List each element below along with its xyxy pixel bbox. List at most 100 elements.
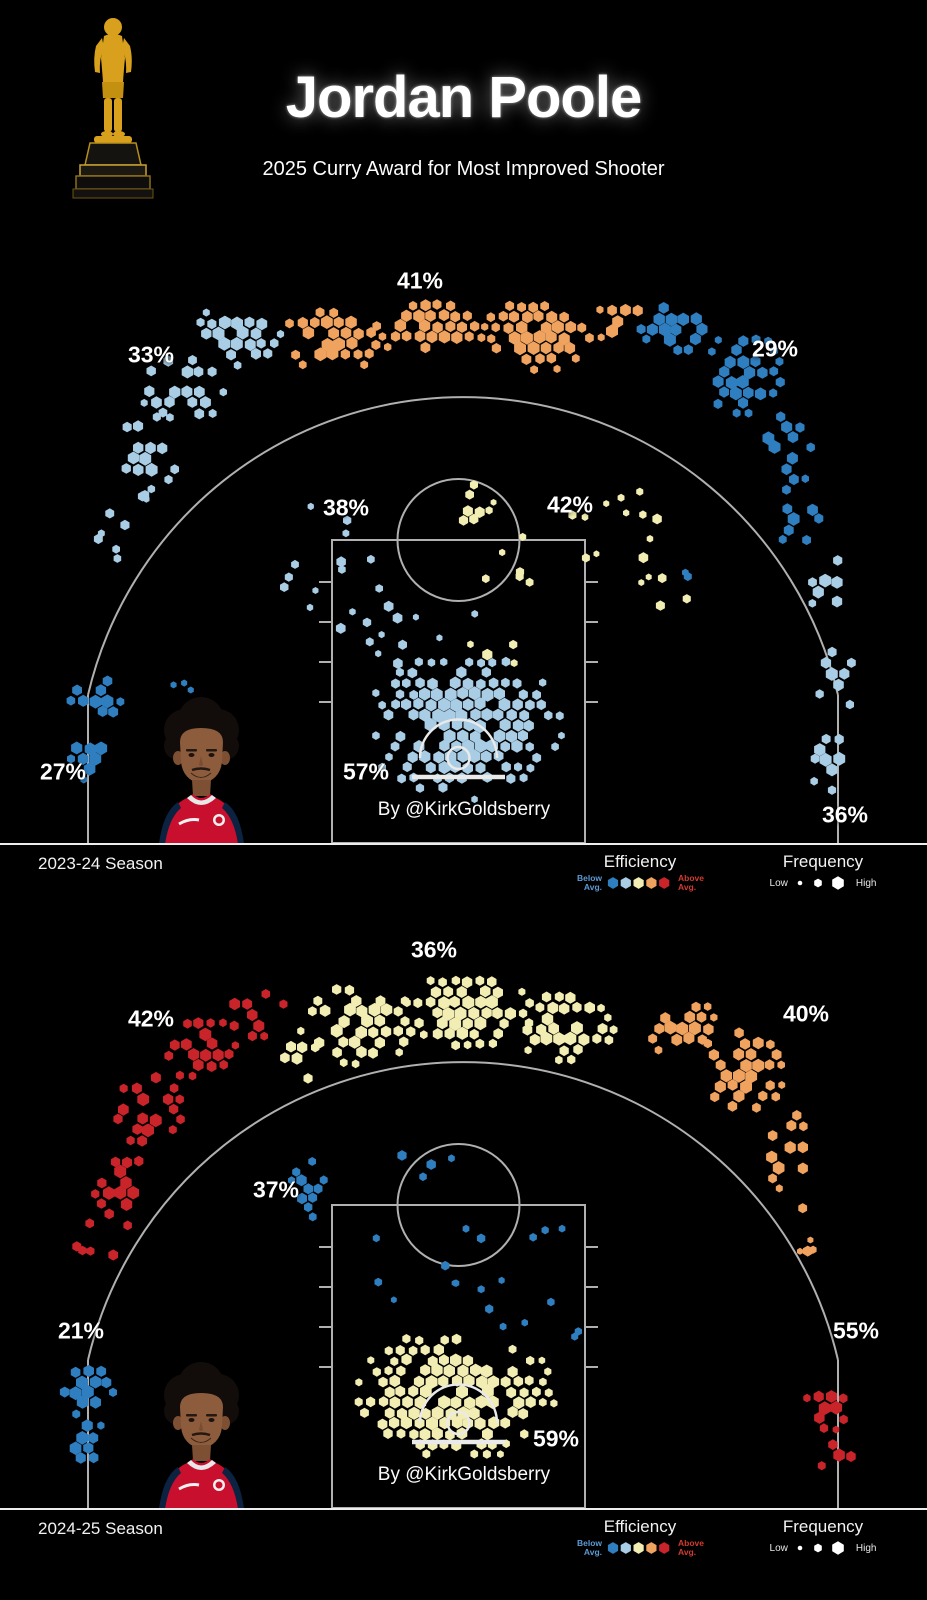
shot-hex — [438, 697, 450, 712]
shot-hex — [564, 1031, 577, 1046]
shot-hex — [432, 1007, 443, 1019]
shot-hex — [703, 1002, 712, 1011]
shot-hex — [638, 579, 645, 586]
shot-hex — [737, 355, 750, 369]
shot-hex — [430, 687, 443, 702]
shot-hex — [493, 729, 506, 743]
shot-hex — [767, 1130, 778, 1142]
shot-hex — [420, 1384, 432, 1399]
shot-hex — [508, 331, 521, 345]
shot-hex — [313, 995, 323, 1007]
shot-hex — [553, 364, 561, 373]
shot-hex — [572, 1001, 582, 1013]
shot-hex — [335, 622, 346, 634]
shot-hex — [432, 299, 442, 310]
shot-hex — [419, 319, 431, 333]
shot-hex — [169, 1103, 179, 1115]
shot-hex — [764, 336, 772, 346]
trophy-icon — [72, 18, 154, 199]
shot-hex — [456, 1026, 468, 1040]
shot-hex — [623, 509, 630, 517]
shot-hex — [401, 330, 412, 342]
shot-hex — [524, 1046, 532, 1055]
shot-hex — [304, 1202, 313, 1213]
shot-hex — [468, 686, 481, 701]
shot-hex — [652, 513, 662, 525]
shot-hex — [834, 733, 844, 745]
shot-hex — [696, 1011, 707, 1023]
shot-hex — [508, 310, 520, 323]
shot-hex — [525, 699, 535, 711]
shot-hex — [806, 442, 815, 453]
frequency-dot-low — [797, 1545, 803, 1551]
shot-hex — [77, 752, 89, 765]
shot-hex — [636, 487, 644, 496]
shot-hex — [127, 451, 139, 465]
shot-hex — [771, 1049, 782, 1061]
page-subtitle: 2025 Curry Award for Most Improved Shoot… — [262, 158, 665, 180]
shot-hex — [745, 1048, 757, 1061]
shot-hex — [378, 700, 386, 710]
shot-hex — [660, 1012, 671, 1024]
chart-footer: 2023-24 Season Efficiency Below Avg. Abo… — [0, 843, 927, 897]
shot-hex — [474, 1417, 486, 1430]
shot-hex — [548, 1022, 559, 1035]
shot-hex — [297, 1192, 307, 1205]
shot-hex — [420, 1030, 428, 1040]
shot-hex — [297, 316, 308, 329]
shot-hex — [462, 995, 475, 1010]
shot-hex — [199, 1027, 212, 1042]
shot-hex — [348, 1035, 361, 1049]
shot-hex — [391, 699, 401, 710]
shot-hex — [775, 1184, 783, 1193]
shot-hex — [188, 355, 197, 366]
shot-hex — [481, 322, 489, 331]
shot-hex — [383, 709, 394, 721]
shot-hex — [218, 336, 231, 351]
shot-hex — [525, 577, 534, 587]
shot-hex — [426, 330, 438, 344]
shot-hex — [374, 1036, 385, 1049]
shot-hex — [565, 320, 577, 334]
shot-hex — [425, 761, 436, 774]
shot-hex — [691, 1001, 701, 1013]
shot-hex — [291, 349, 300, 360]
shot-hex — [448, 1154, 455, 1163]
shot-hex — [438, 309, 450, 322]
shot-hex — [145, 441, 156, 455]
shot-hex — [485, 1304, 494, 1314]
shot-hex — [143, 495, 150, 503]
shot-hex — [485, 506, 493, 515]
shot-hex — [344, 1002, 356, 1017]
shot-hex — [384, 342, 392, 352]
shot-hex — [540, 321, 552, 334]
shot-hex — [433, 1343, 444, 1356]
shot-hex — [72, 1241, 82, 1252]
shot-hex — [329, 307, 339, 318]
shot-hex — [409, 689, 419, 700]
shot-hex — [112, 544, 120, 554]
shot-hex — [188, 1071, 197, 1081]
shot-hex — [389, 1374, 401, 1388]
shot-hex — [658, 322, 671, 337]
shot-hex — [546, 352, 557, 364]
shot-hex — [475, 975, 485, 986]
shot-hex — [462, 310, 472, 321]
shot-hex — [507, 1406, 518, 1418]
shot-hex — [519, 532, 527, 541]
shot-hex — [351, 1059, 360, 1069]
shot-hex — [476, 1375, 488, 1389]
shot-hex — [408, 1406, 420, 1420]
shot-hex — [770, 346, 779, 356]
efficiency-hex-blue — [607, 1542, 619, 1554]
shot-hex — [164, 396, 175, 408]
efficiency-hex-red — [659, 877, 670, 889]
shot-hex — [775, 376, 785, 388]
shot-hex — [487, 334, 496, 344]
shot-hex — [797, 1162, 808, 1175]
efficiency-legend: Efficiency Below Avg. Above Avg. — [520, 852, 760, 892]
frequency-size-icons — [797, 1541, 844, 1555]
shot-hex — [769, 366, 779, 377]
shot-hex — [500, 741, 510, 753]
shot-hex — [819, 1423, 829, 1433]
